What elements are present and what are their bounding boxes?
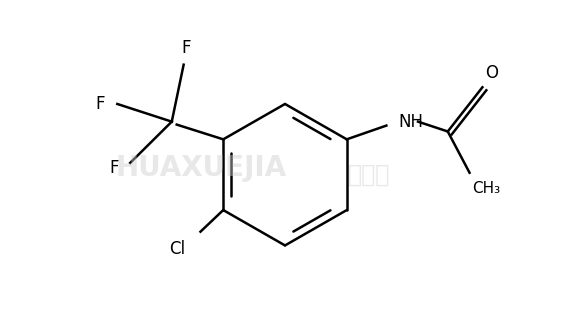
Text: 化学加: 化学加 <box>348 163 391 187</box>
Text: Cl: Cl <box>170 240 186 258</box>
Text: CH₃: CH₃ <box>473 181 501 196</box>
Text: NH: NH <box>398 112 423 131</box>
Text: F: F <box>110 159 119 177</box>
Text: F: F <box>181 39 190 57</box>
Text: O: O <box>485 64 498 82</box>
Text: HUAXUEJIA: HUAXUEJIA <box>115 154 287 182</box>
Text: F: F <box>95 95 104 113</box>
